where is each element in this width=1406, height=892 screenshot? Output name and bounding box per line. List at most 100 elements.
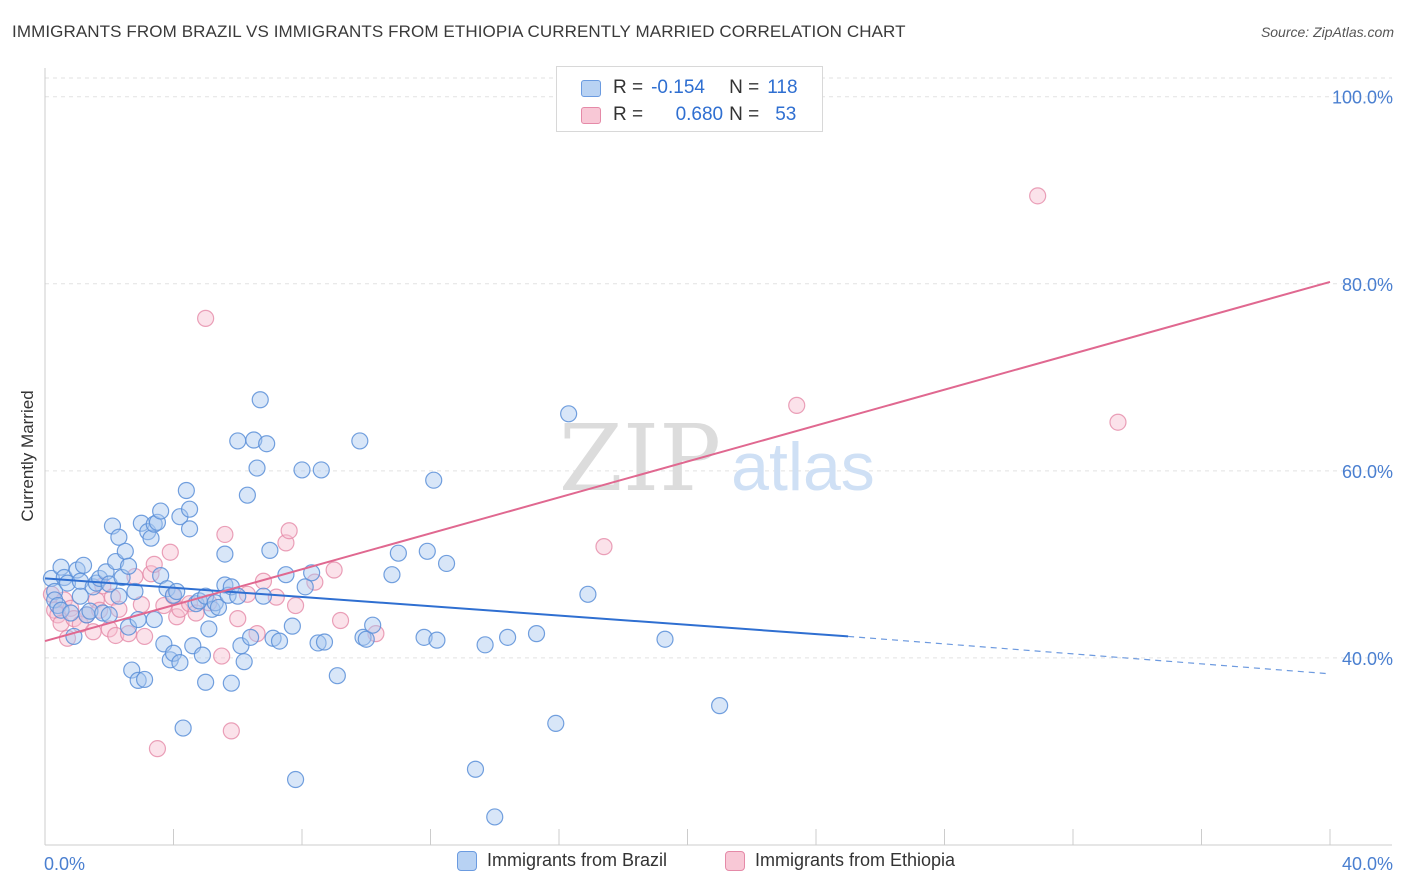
grid-lines	[45, 77, 1392, 659]
brazil-point	[235, 653, 253, 671]
brazil-legend-label: Immigrants from Brazil	[487, 850, 668, 870]
ethiopia-point	[306, 573, 324, 591]
brazil-point	[110, 587, 128, 605]
brazil-trend-extension	[848, 635, 1331, 675]
brazil-point	[222, 674, 240, 692]
brazil-point	[180, 500, 199, 518]
legend-row-ethiopia: R = 0.680 N = 53	[557, 102, 796, 128]
brazil-point	[293, 461, 311, 479]
ethiopia-point	[110, 600, 128, 618]
brazil-point	[168, 582, 186, 601]
legend-item-ethiopia[interactable]: Immigrants from Ethiopia	[725, 850, 955, 871]
ethiopia-point	[229, 610, 247, 628]
brazil-point	[123, 661, 141, 679]
brazil-point	[142, 529, 160, 547]
brazil-point	[148, 513, 167, 531]
brazil-point	[357, 630, 375, 648]
ethiopia-point	[213, 647, 231, 665]
brazil-point	[383, 566, 401, 584]
y-tick-label: 80.0%	[1342, 275, 1393, 295]
brazil-point	[261, 541, 279, 559]
series-legend: Immigrants from Brazil Immigrants from E…	[0, 850, 1406, 878]
brazil-point	[238, 486, 256, 504]
brazil-point	[110, 528, 128, 546]
brazil-point	[527, 625, 546, 643]
brazil-point	[94, 604, 112, 622]
watermark-zip: ZIP	[559, 405, 721, 512]
x-tick-label: 40.0%	[1342, 854, 1393, 874]
brazil-point	[560, 405, 578, 423]
chart-title: IMMIGRANTS FROM BRAZIL VS IMMIGRANTS FRO…	[12, 22, 906, 41]
brazil-point	[418, 542, 436, 560]
brazil-point	[174, 719, 192, 737]
brazil-point	[254, 587, 273, 605]
brazil-point	[248, 459, 266, 477]
ethiopia-points	[42, 187, 1127, 758]
y-axis-label: Currently Married	[18, 390, 37, 521]
ethiopia-point	[135, 627, 154, 646]
brazil-point	[145, 610, 163, 629]
legend-r-label: R =	[613, 77, 644, 98]
brazil-trend-line	[44, 577, 849, 638]
brazil-point	[206, 594, 224, 612]
brazil-point	[71, 587, 89, 605]
legend-item-brazil[interactable]: Immigrants from Brazil	[457, 850, 667, 871]
brazil-point	[251, 391, 269, 409]
ethiopia-point	[1029, 187, 1047, 205]
ethiopia-point	[331, 611, 350, 630]
legend-n-label: N =	[729, 77, 760, 98]
ethiopia-point	[1109, 413, 1127, 431]
brazil-point	[351, 432, 369, 450]
brazil-point	[309, 634, 327, 652]
source-label: Source: ZipAtlas.com	[1260, 24, 1394, 40]
ethiopia-point	[280, 522, 298, 540]
ethiopia-trend-line	[44, 280, 1331, 643]
brazil-point	[258, 435, 276, 453]
brazil-point	[62, 604, 80, 622]
brazil-point	[229, 587, 247, 605]
brazil-point	[579, 585, 597, 603]
ethiopia-point	[595, 538, 613, 556]
legend-row-brazil: R = -0.154 N = 118	[557, 75, 798, 101]
watermark-atlas: atlas	[731, 429, 875, 505]
brazil-point	[389, 544, 407, 562]
ethiopia-point	[107, 626, 125, 645]
ethiopia-point	[254, 572, 273, 590]
brazil-point	[296, 578, 314, 596]
brazil-point	[328, 667, 346, 685]
brazil-point	[486, 808, 504, 826]
brazil-point	[180, 520, 199, 538]
brazil-point	[46, 591, 64, 609]
ethiopia-point	[161, 543, 179, 561]
watermark: ZIP atlas	[559, 405, 875, 512]
brazil-point	[152, 502, 170, 520]
brazil-point	[499, 628, 517, 646]
brazil-point	[193, 646, 212, 664]
ethiopia-point	[148, 740, 167, 758]
ethiopia-legend-swatch	[725, 850, 745, 871]
brazil-point	[129, 671, 147, 689]
brazil-point	[229, 432, 247, 450]
brazil-point	[177, 481, 195, 500]
legend-r-value: -0.154	[651, 77, 705, 98]
y-tick-label: 60.0%	[1342, 462, 1393, 482]
legend-n-label: N =	[729, 104, 760, 125]
brazil-point	[286, 770, 305, 789]
trend-lines	[44, 280, 1331, 675]
y-tick-label: 100.0%	[1332, 88, 1393, 108]
brazil-point	[81, 602, 99, 620]
brazil-point	[428, 631, 446, 649]
y-tick-label: 40.0%	[1342, 649, 1393, 669]
brazil-point	[425, 471, 443, 489]
brazil-legend-swatch	[457, 850, 477, 871]
x-tick-label: 0.0%	[44, 854, 85, 874]
axes	[44, 68, 1392, 846]
brazil-points	[42, 391, 729, 826]
brazil-point	[711, 697, 729, 715]
brazil-point	[200, 620, 218, 638]
brazil-point	[437, 554, 456, 573]
brazil-point	[171, 654, 189, 672]
brazil-point	[197, 673, 215, 691]
brazil-point	[476, 636, 494, 654]
